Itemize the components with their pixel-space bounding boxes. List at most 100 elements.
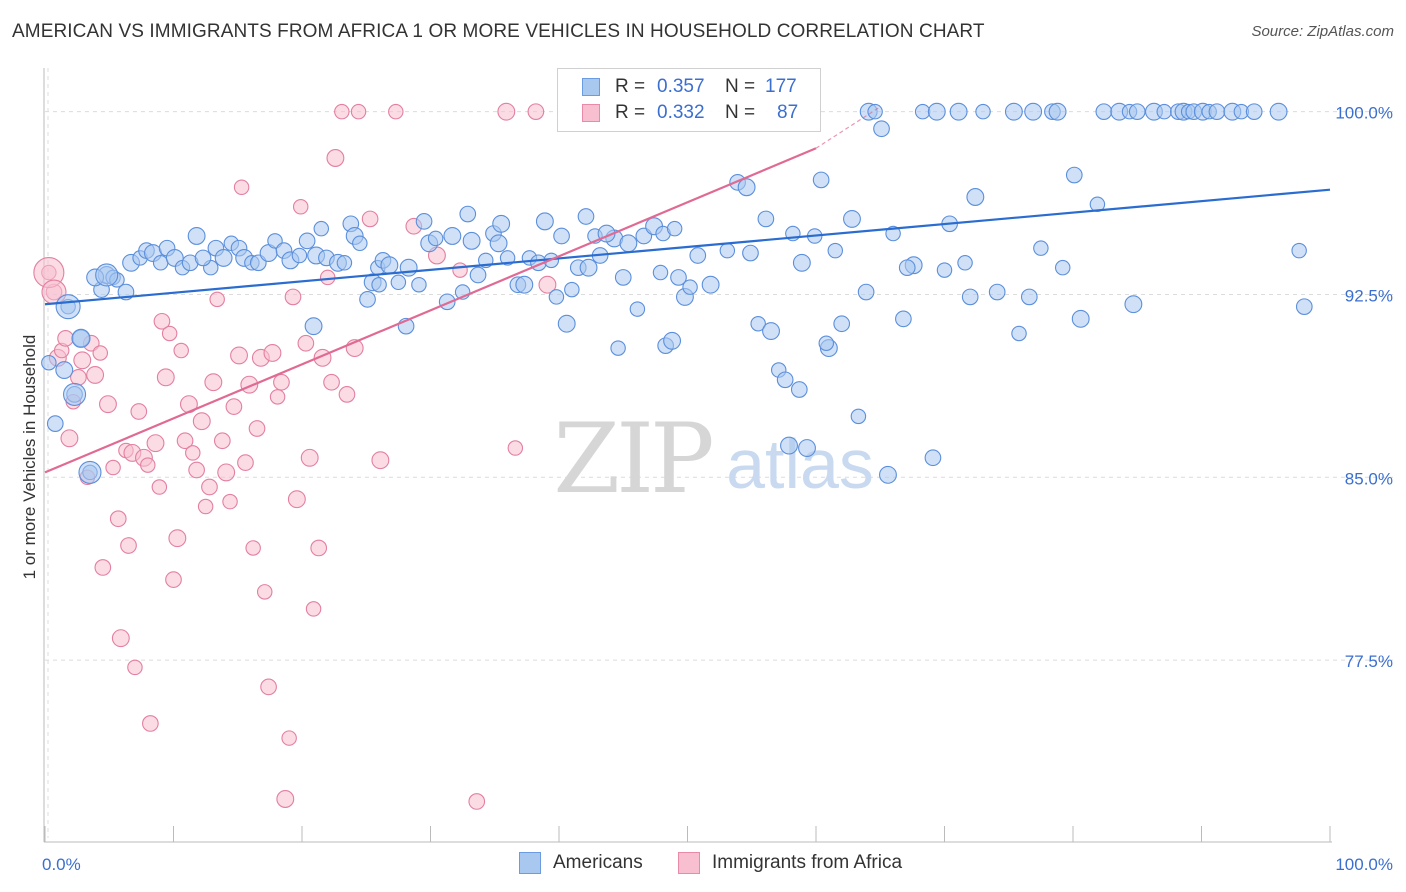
africa-point xyxy=(538,275,557,294)
americans-point xyxy=(898,259,916,277)
americans-point xyxy=(336,255,353,271)
watermark-atlas: atlas xyxy=(726,425,874,503)
trend-lines xyxy=(44,106,1331,474)
legend-item-americans[interactable]: Americans xyxy=(519,852,643,874)
africa-point xyxy=(92,345,109,361)
americans-point xyxy=(1295,298,1313,316)
americans-point xyxy=(1024,102,1043,121)
tick-labels: 77.5% 85.0% 92.5% 100.0% 0.0% 100.0% xyxy=(42,104,1393,874)
legend-row-americans: R = 0.357 N = 177 xyxy=(582,76,797,98)
americans-point xyxy=(780,436,798,455)
legend-swatch-africa xyxy=(582,104,600,122)
americans-point xyxy=(579,258,598,277)
africa-point xyxy=(140,457,156,473)
africa-point xyxy=(151,479,168,495)
correlation-legend: R = 0.357 N = 177 R = 0.332 N = 87 xyxy=(557,68,821,132)
americans-point xyxy=(1269,102,1288,121)
americans-point xyxy=(1291,242,1307,259)
africa-point xyxy=(292,198,309,215)
legend-label: Immigrants from Africa xyxy=(712,852,903,873)
africa-point xyxy=(273,373,290,391)
americans-point xyxy=(371,276,387,293)
africa-point xyxy=(225,398,243,415)
africa-point xyxy=(213,432,231,450)
africa-point xyxy=(130,403,148,420)
americans-point xyxy=(914,103,931,120)
axes xyxy=(43,68,1332,843)
africa-point xyxy=(248,420,266,437)
americans-point xyxy=(812,171,830,189)
americans-point xyxy=(757,210,775,228)
americans-point xyxy=(63,382,87,406)
africa-point xyxy=(60,429,79,448)
americans-point xyxy=(879,465,897,484)
africa-point xyxy=(217,463,236,482)
americans-point xyxy=(936,262,953,278)
americans-point xyxy=(492,214,511,233)
americans-point xyxy=(194,249,212,267)
legend-swatch-americans xyxy=(519,852,541,874)
africa-point xyxy=(388,103,404,120)
americans-point xyxy=(55,361,74,379)
americans-point xyxy=(966,188,985,206)
r-label: R = xyxy=(615,76,646,97)
americans-trend-line xyxy=(44,188,1331,306)
americans-point xyxy=(818,335,835,351)
r-value: 0.357 xyxy=(657,76,705,97)
americans-point xyxy=(459,205,477,223)
africa-point xyxy=(287,490,306,509)
americans-point xyxy=(750,315,766,332)
africa-point xyxy=(323,373,340,391)
y-tick-label: 100.0% xyxy=(1335,104,1393,123)
americans-point xyxy=(1020,288,1038,306)
y-tick-label: 92.5% xyxy=(1345,286,1393,305)
africa-point xyxy=(99,395,117,414)
americans-point xyxy=(792,253,811,272)
americans-point xyxy=(614,269,632,286)
americans-point xyxy=(867,103,883,120)
series-americans xyxy=(41,102,1313,484)
africa-point xyxy=(237,454,254,472)
series-legend: Americans Immigrants from Africa xyxy=(0,852,1406,878)
americans-point xyxy=(719,242,736,259)
americans-point xyxy=(553,227,570,245)
africa-point xyxy=(256,584,273,600)
americans-point xyxy=(961,288,979,306)
africa-point xyxy=(73,351,92,370)
americans-point xyxy=(827,242,844,259)
r-value: 0.332 xyxy=(657,102,705,123)
y-tick-label: 77.5% xyxy=(1345,652,1393,671)
americans-point xyxy=(629,301,646,317)
africa-point xyxy=(300,448,319,467)
americans-point xyxy=(1208,103,1226,121)
africa-point xyxy=(142,715,159,732)
americans-point xyxy=(737,178,756,197)
americans-point xyxy=(850,408,867,425)
africa-point xyxy=(230,346,248,365)
y-tick-label: 85.0% xyxy=(1345,469,1393,488)
americans-point xyxy=(988,283,1006,301)
americans-point xyxy=(1011,325,1027,342)
r-label: R = xyxy=(615,102,646,123)
americans-point xyxy=(949,102,968,121)
americans-point xyxy=(975,103,991,120)
africa-point xyxy=(105,459,121,476)
americans-point xyxy=(515,275,534,294)
watermark: ZIP atlas xyxy=(553,403,874,515)
africa-point xyxy=(111,629,130,648)
americans-point xyxy=(304,317,323,336)
americans-point xyxy=(1128,103,1146,121)
americans-point xyxy=(557,314,576,333)
americans-point xyxy=(489,234,508,253)
americans-point xyxy=(1095,103,1113,121)
africa-point xyxy=(120,537,137,554)
legend-item-africa[interactable]: Immigrants from Africa xyxy=(678,852,902,874)
americans-point xyxy=(535,212,554,231)
americans-point xyxy=(1156,103,1172,120)
americans-point xyxy=(152,255,169,271)
americans-point xyxy=(833,315,851,333)
africa-point xyxy=(153,312,171,330)
americans-point xyxy=(1245,103,1263,121)
africa-point xyxy=(269,389,286,405)
